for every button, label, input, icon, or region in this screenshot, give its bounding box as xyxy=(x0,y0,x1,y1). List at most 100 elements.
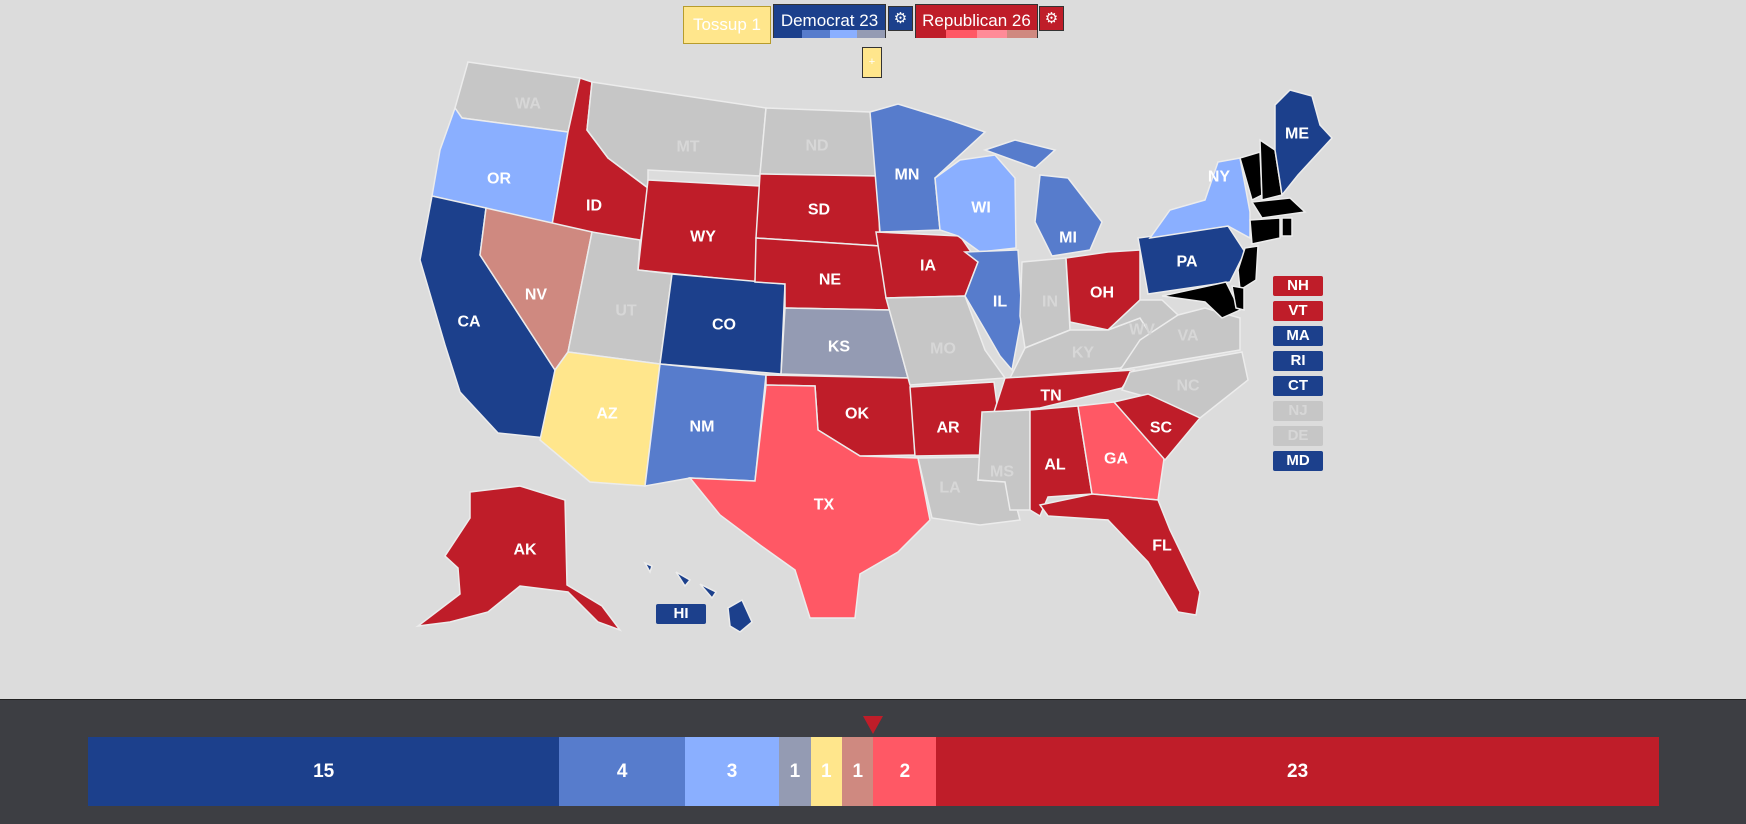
democrat-label: Democrat 23 xyxy=(780,11,879,30)
state-tx[interactable] xyxy=(688,384,931,619)
state-ct[interactable] xyxy=(1249,217,1281,245)
dem-shade-safe[interactable] xyxy=(774,30,802,38)
state-label-or: OR xyxy=(487,171,511,188)
state-de[interactable] xyxy=(1231,285,1245,311)
rep-shade-lean[interactable] xyxy=(976,30,1007,38)
state-label-wi: WI xyxy=(971,200,991,217)
small-states-list: NH VT MA RI CT NJ DE MD xyxy=(1273,276,1323,476)
state-label-sc: SC xyxy=(1150,420,1173,437)
state-box-nh[interactable]: NH xyxy=(1273,276,1323,296)
democrat-settings-gear-icon[interactable]: ⚙ xyxy=(888,6,913,31)
summary-segment-safe-r: 23 xyxy=(936,737,1659,806)
tossup-shade-button[interactable]: + xyxy=(862,47,882,78)
majority-marker-icon xyxy=(863,716,883,734)
us-map: WA OR CA ID NV MT WY UT AZ CO NM ND SD NE KS OK TX MN IA MO… xyxy=(415,61,1334,633)
state-box-md[interactable]: MD xyxy=(1273,451,1323,471)
summary-segment-safe-d: 15 xyxy=(88,737,560,806)
state-label-ms: MS xyxy=(990,464,1014,481)
state-label-me: ME xyxy=(1285,126,1309,143)
summary-segment-tossup: 1 xyxy=(810,737,843,806)
summary-segment-tilt-d: 1 xyxy=(779,737,811,806)
republican-button[interactable]: Republican 26 xyxy=(915,4,1038,38)
dem-shade-tilt[interactable] xyxy=(857,30,885,38)
state-mn[interactable] xyxy=(869,103,987,233)
state-label-va: VA xyxy=(1177,328,1198,345)
hawaii-label-box[interactable]: HI xyxy=(656,604,706,624)
state-nj[interactable] xyxy=(1237,245,1259,292)
state-wi[interactable] xyxy=(934,154,1017,253)
state-label-ga: GA xyxy=(1104,451,1128,468)
state-label-ca: CA xyxy=(457,314,481,331)
state-label-in: IN xyxy=(1042,294,1058,311)
state-label-nm: NM xyxy=(690,419,715,436)
state-label-ak: AK xyxy=(513,542,537,559)
state-label-co: CO xyxy=(712,317,736,334)
state-me[interactable] xyxy=(1274,89,1334,197)
state-label-sd: SD xyxy=(808,202,830,219)
state-label-ny: NY xyxy=(1208,169,1231,186)
republican-settings-gear-icon[interactable]: ⚙ xyxy=(1039,6,1064,31)
state-fl[interactable] xyxy=(1038,493,1201,616)
state-label-il: IL xyxy=(993,294,1007,311)
rep-shade-tilt[interactable] xyxy=(1006,30,1037,38)
state-label-wy: WY xyxy=(690,229,716,246)
republican-shades xyxy=(916,30,1037,38)
state-il[interactable] xyxy=(962,249,1023,372)
state-ma[interactable] xyxy=(1250,197,1307,219)
state-label-tx: TX xyxy=(814,497,835,514)
state-label-wa: WA xyxy=(515,96,541,113)
state-label-nd: ND xyxy=(805,138,828,155)
state-label-al: AL xyxy=(1044,457,1066,474)
state-sc[interactable] xyxy=(1112,393,1202,462)
state-label-az: AZ xyxy=(596,406,618,423)
tossup-button[interactable]: Tossup 1 xyxy=(683,6,771,44)
state-label-ks: KS xyxy=(828,339,851,356)
summary-segment-likely-d: 4 xyxy=(559,737,685,806)
state-md[interactable] xyxy=(1161,281,1242,319)
state-label-ky: KY xyxy=(1072,345,1095,362)
state-label-id: ID xyxy=(586,198,602,215)
state-mo[interactable] xyxy=(885,295,1007,386)
state-label-fl: FL xyxy=(1152,538,1172,555)
state-box-nj[interactable]: NJ xyxy=(1273,401,1323,421)
state-ny[interactable] xyxy=(1148,157,1251,240)
state-label-ok: OK xyxy=(845,406,869,423)
state-label-nc: NC xyxy=(1176,378,1200,395)
state-box-ct[interactable]: CT xyxy=(1273,376,1323,396)
state-ri[interactable] xyxy=(1281,217,1293,237)
state-label-mn: MN xyxy=(895,167,920,184)
summary-segment-lean-d: 3 xyxy=(684,737,780,806)
dem-shade-likely[interactable] xyxy=(801,30,830,38)
state-label-la: LA xyxy=(939,480,961,497)
state-ak[interactable] xyxy=(415,485,623,632)
state-label-tn: TN xyxy=(1040,388,1061,405)
state-mi[interactable] xyxy=(982,139,1103,257)
state-label-mt: MT xyxy=(676,139,699,156)
state-label-pa: PA xyxy=(1176,254,1197,271)
state-box-de[interactable]: DE xyxy=(1273,426,1323,446)
state-label-ut: UT xyxy=(615,303,637,320)
democrat-button[interactable]: Democrat 23 xyxy=(773,4,886,38)
dem-shade-lean[interactable] xyxy=(829,30,858,38)
state-ga[interactable] xyxy=(1077,401,1166,501)
state-box-vt[interactable]: VT xyxy=(1273,301,1323,321)
state-label-ne: NE xyxy=(819,272,842,289)
state-label-mi: MI xyxy=(1059,230,1077,247)
state-box-ri[interactable]: RI xyxy=(1273,351,1323,371)
state-label-mo: MO xyxy=(930,341,956,358)
rep-shade-safe[interactable] xyxy=(916,30,947,38)
summary-bar: 15 4 3 1 1 1 2 23 xyxy=(88,737,1659,806)
summary-segment-lean-r: 2 xyxy=(873,737,937,806)
rep-shade-likely[interactable] xyxy=(946,30,977,38)
state-tn[interactable] xyxy=(992,369,1136,413)
state-label-nv: NV xyxy=(525,287,548,304)
state-label-oh: OH xyxy=(1090,285,1114,302)
state-hi[interactable] xyxy=(643,561,753,633)
state-label-ia: IA xyxy=(920,258,936,275)
state-box-ma[interactable]: MA xyxy=(1273,326,1323,346)
state-label-wv: WV xyxy=(1129,322,1155,339)
republican-label: Republican 26 xyxy=(922,11,1031,30)
state-va[interactable] xyxy=(1118,307,1241,372)
summary-segment-tilt-r: 1 xyxy=(842,737,874,806)
summary-panel: 15 4 3 1 1 1 2 23 xyxy=(0,699,1746,824)
